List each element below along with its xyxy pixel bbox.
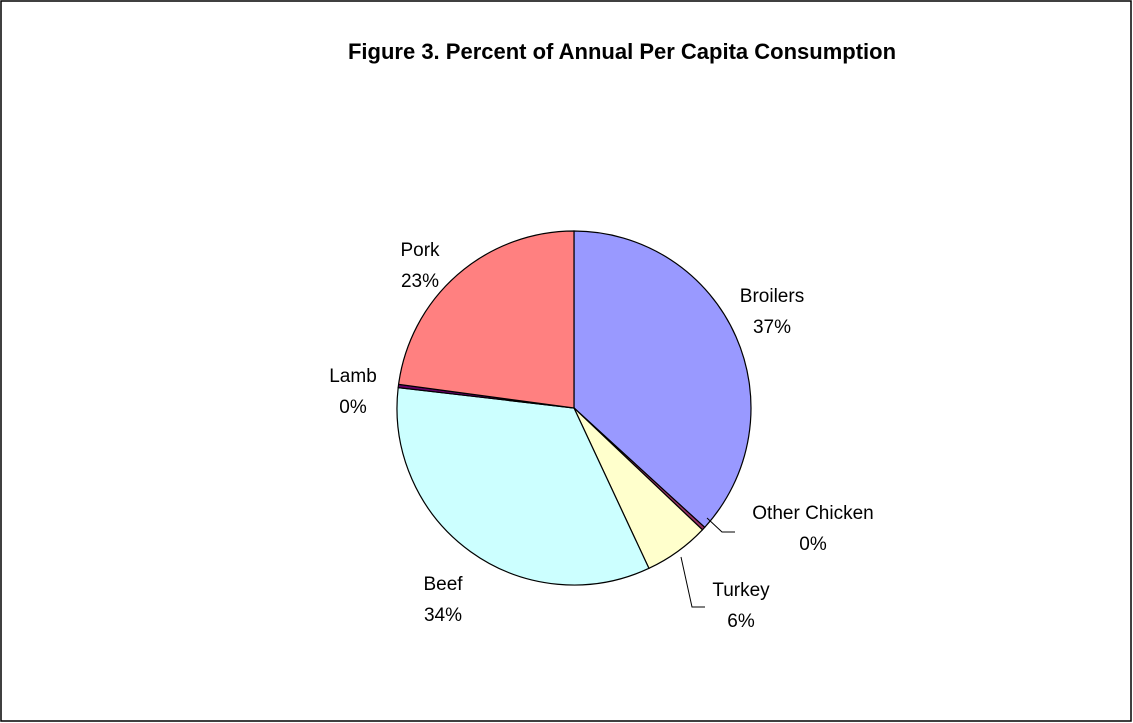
value-label: 34% bbox=[424, 605, 462, 626]
pie-slice bbox=[396, 386, 650, 586]
slice-label: Other Chicken bbox=[752, 503, 873, 524]
leader-line bbox=[680, 556, 705, 608]
slice-label: Turkey bbox=[712, 580, 770, 601]
slice-label: Broilers bbox=[740, 286, 804, 307]
value-label: 0% bbox=[799, 534, 827, 555]
value-label: 37% bbox=[753, 317, 791, 338]
leader-line bbox=[706, 517, 735, 533]
slice-label: Pork bbox=[400, 240, 440, 261]
chart-title: Figure 3. Percent of Annual Per Capita C… bbox=[348, 39, 896, 64]
pie bbox=[396, 230, 752, 586]
value-label: 23% bbox=[401, 271, 439, 292]
pie-slice bbox=[397, 230, 575, 409]
slice-label: Beef bbox=[423, 574, 463, 595]
pie-slice bbox=[573, 230, 752, 529]
value-label: 0% bbox=[339, 397, 367, 418]
slice-label: Lamb bbox=[329, 366, 377, 387]
value-label: 6% bbox=[727, 611, 755, 632]
